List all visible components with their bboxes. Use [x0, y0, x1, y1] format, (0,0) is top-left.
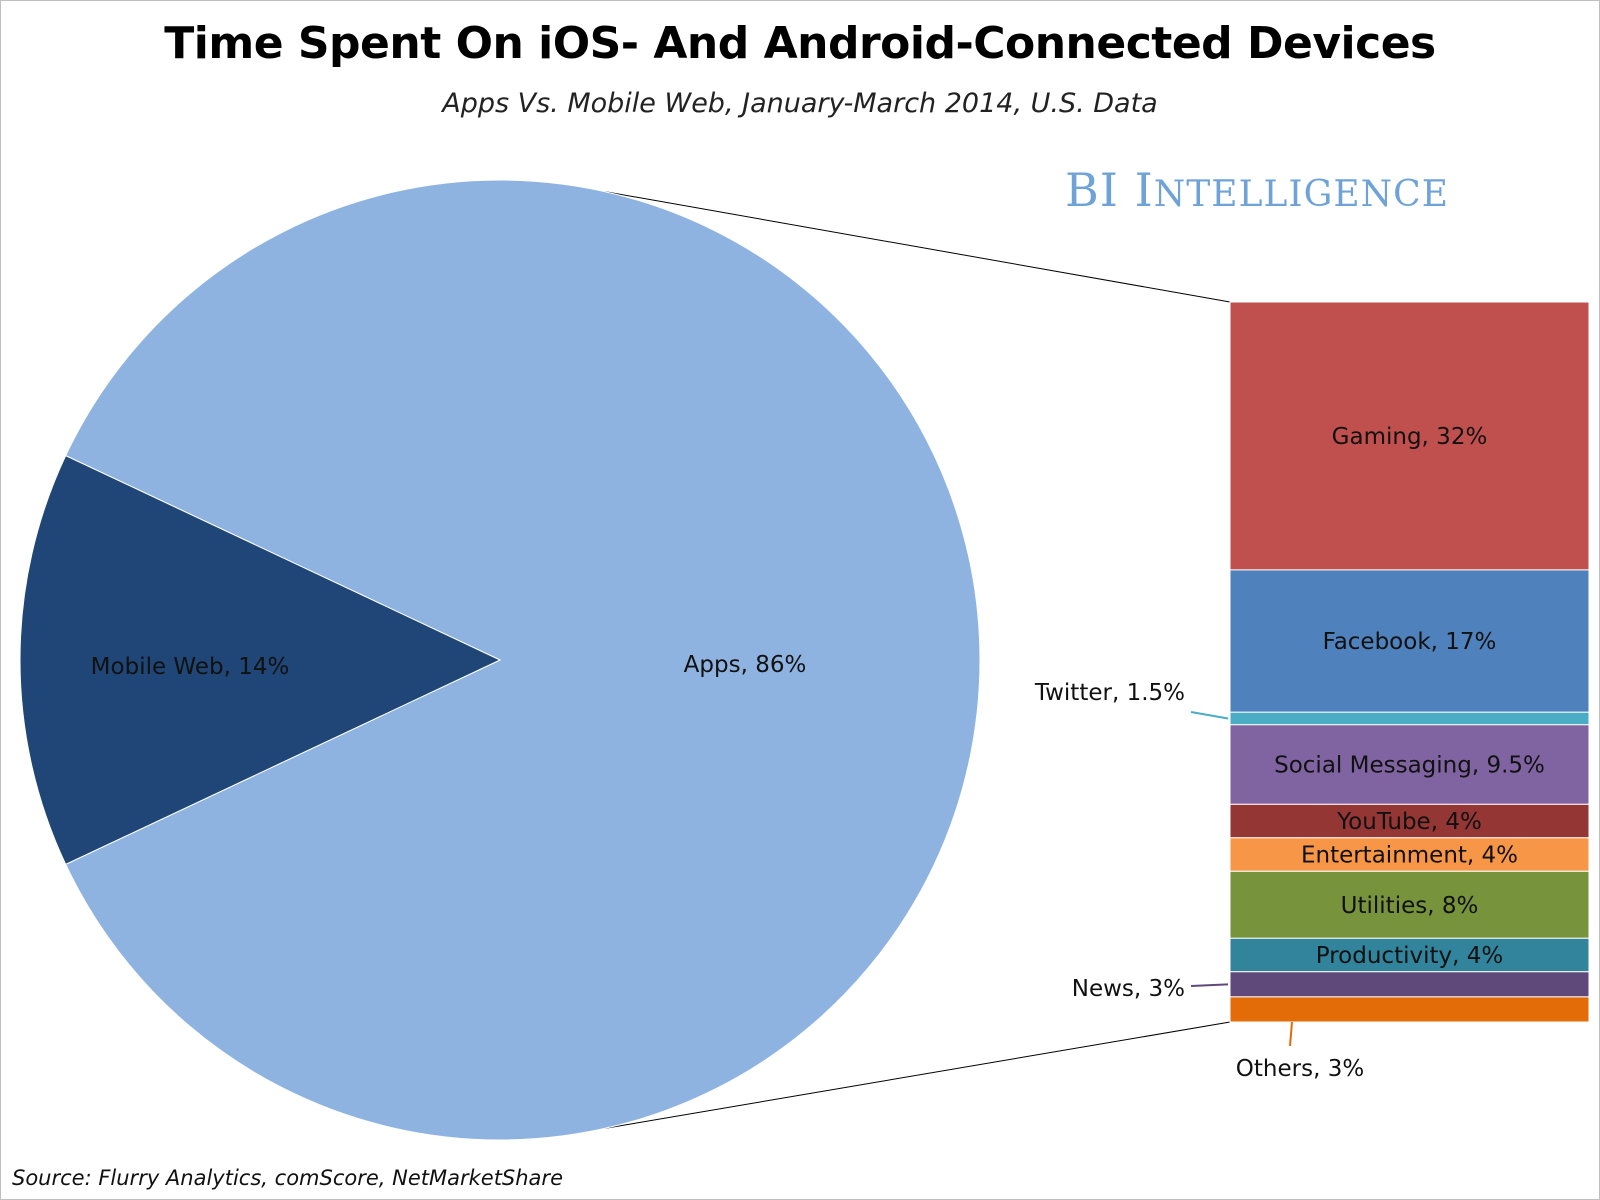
bar-segment-twitter [1229, 711, 1590, 726]
bar-segment-news [1229, 971, 1590, 998]
bar-label-utilities: Utilities, 8% [1341, 893, 1479, 919]
bar-segment-others [1229, 996, 1590, 1023]
brand-first: BI [1065, 163, 1119, 217]
chart-subtitle: Apps Vs. Mobile Web, January-March 2014,… [442, 88, 1158, 119]
bar-segment-facebook [1229, 569, 1590, 713]
bar-label-twitter: Twitter, 1.5% [1034, 680, 1185, 706]
pie-label-mobile-web: Mobile Web, 14% [91, 654, 290, 680]
bar-segment-entertainment [1229, 837, 1590, 872]
bar-label-facebook: Facebook, 17% [1323, 629, 1497, 655]
pie-label-apps: Apps, 86% [684, 652, 807, 678]
connector-line-bottom [604, 1021, 1231, 1129]
brand-second-rest: NTELLIGENCE [1153, 174, 1449, 215]
connector-line-top [604, 191, 1231, 303]
bar-label-news: News, 3% [1072, 976, 1185, 1002]
chart-title: Time Spent On iOS- And Android-Connected… [164, 18, 1436, 69]
bar-segment-productivity [1229, 937, 1590, 973]
leader-line-others [1289, 1021, 1293, 1047]
bar-label-gaming: Gaming, 32% [1332, 424, 1488, 450]
bar-label-productivity: Productivity, 4% [1316, 943, 1503, 969]
bar-label-youtube: YouTube, 4% [1336, 809, 1482, 835]
bar-segment-gaming [1229, 301, 1590, 571]
bar-label-others: Others, 3% [1236, 1056, 1364, 1082]
brand-logo: BI INTELLIGENCE [1065, 163, 1449, 217]
leader-line-news [1190, 983, 1229, 987]
pie-slice-mobile-web [19, 454, 502, 866]
source-note: Source: Flurry Analytics, comScore, NetM… [12, 1166, 563, 1190]
brand-second-initial: I [1134, 163, 1154, 217]
bar-label-entertainment: Entertainment, 4% [1301, 843, 1518, 869]
pie-slice-apps [65, 179, 981, 1141]
bar-label-social-messaging: Social Messaging, 9.5% [1274, 753, 1545, 779]
leader-line-twitter [1190, 711, 1229, 720]
bar-segment-social-messaging [1229, 724, 1590, 805]
bar-segment-utilities [1229, 870, 1590, 939]
